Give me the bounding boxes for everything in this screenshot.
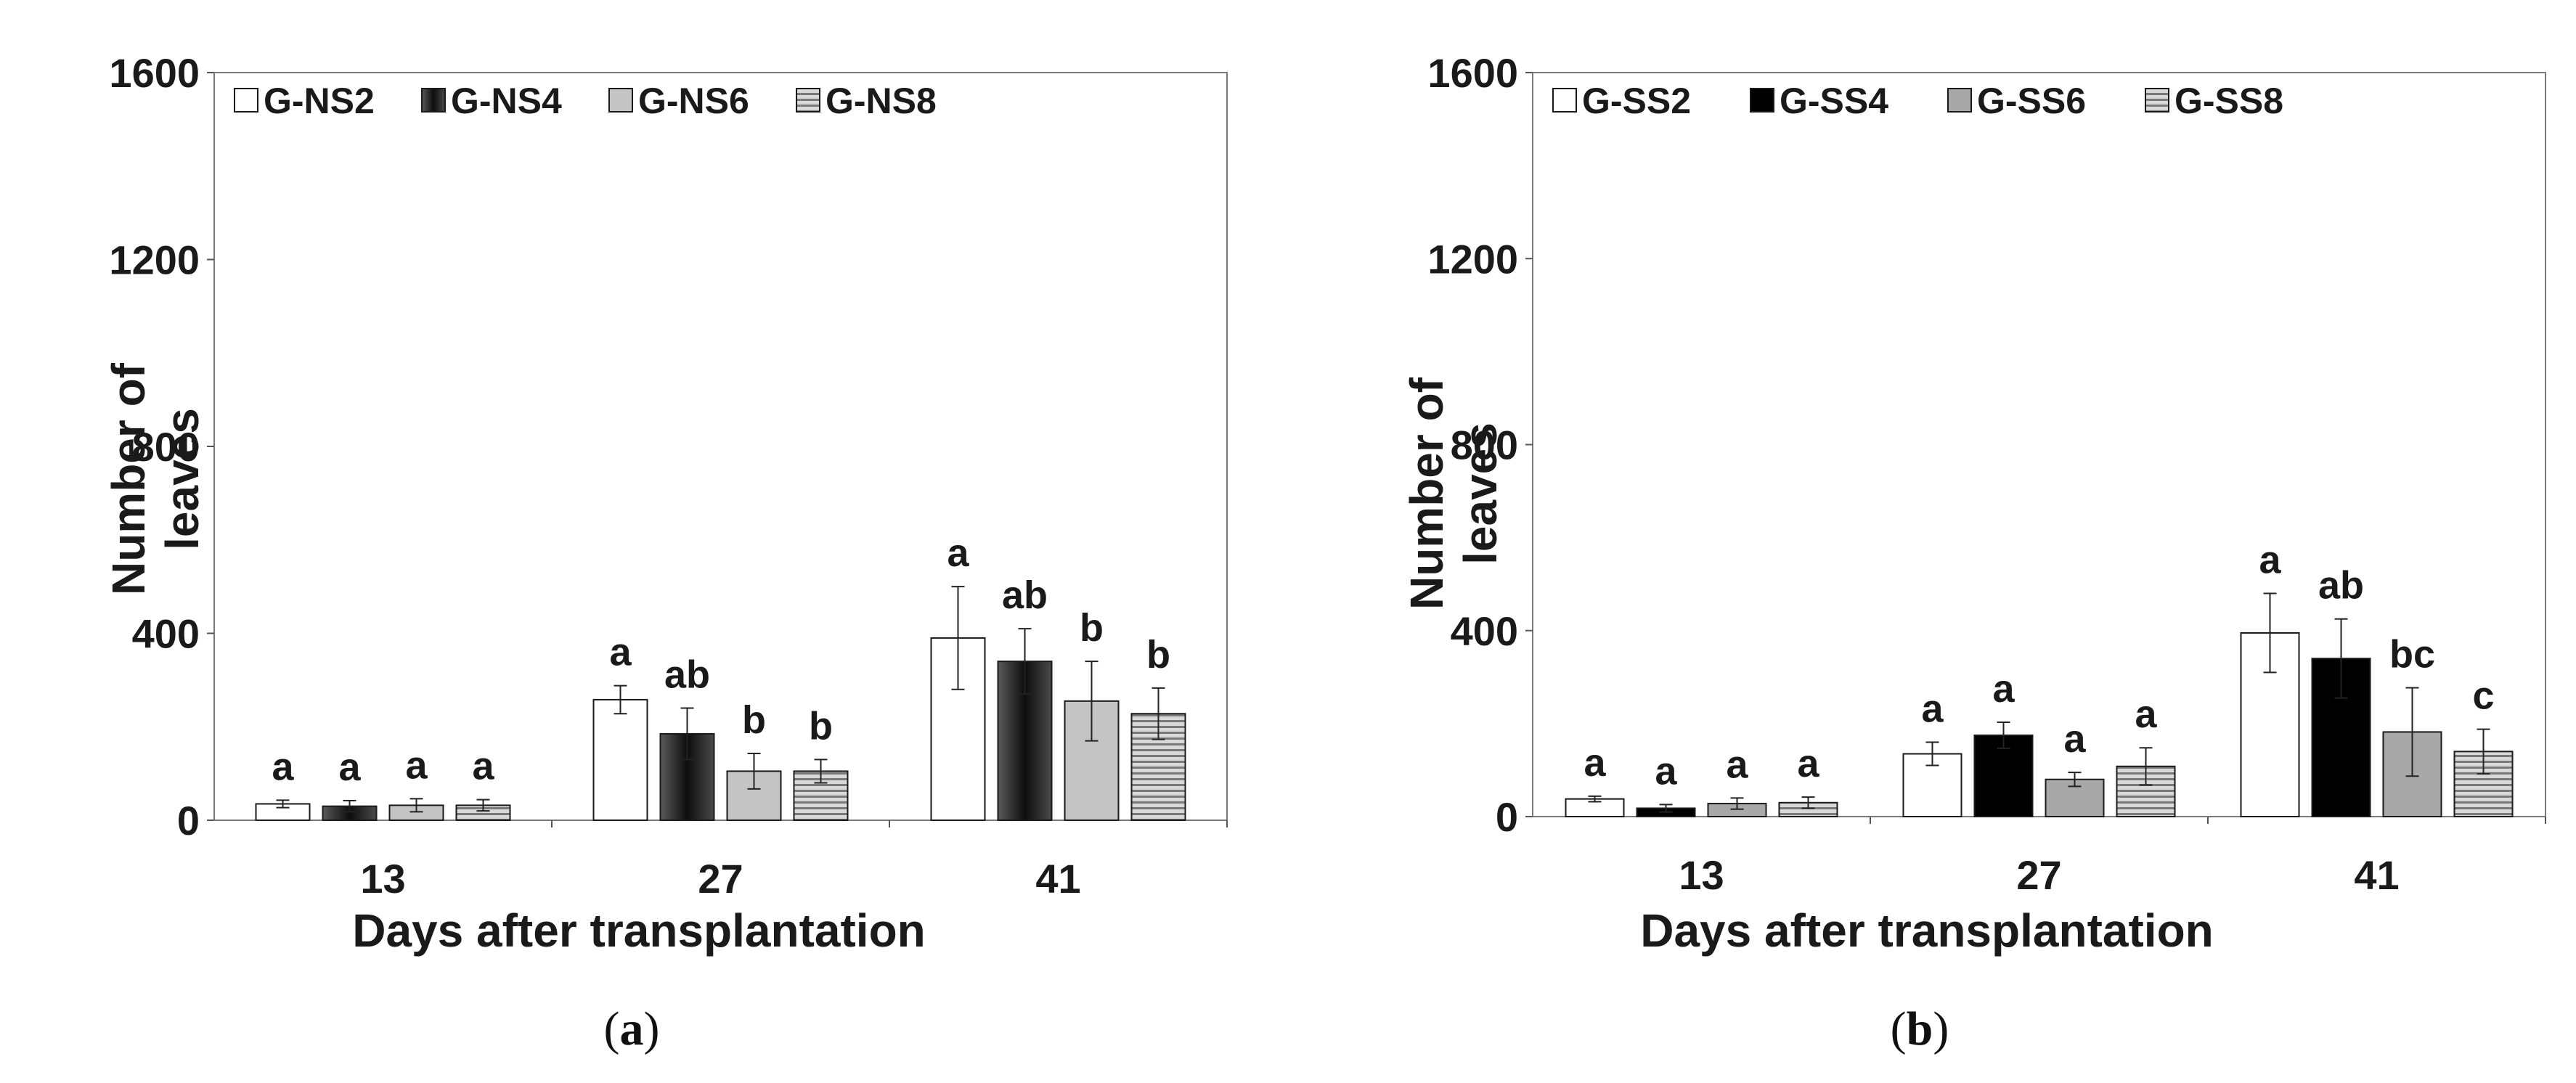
legend-swatch xyxy=(1552,88,1577,113)
significance-letter: ab xyxy=(2318,564,2364,608)
x-tick-label: 27 xyxy=(2016,852,2061,898)
y-tick-label: 1600 xyxy=(1427,50,1518,96)
x-tick-label: 27 xyxy=(698,856,743,902)
significance-letter: a xyxy=(338,745,361,789)
x-tick-label: 13 xyxy=(1679,852,1724,898)
y-axis-label-a: Number of leaves xyxy=(102,363,208,595)
plot-area xyxy=(1532,72,2546,817)
significance-letter: b xyxy=(742,698,766,742)
significance-letter: c xyxy=(2472,674,2494,718)
significance-letter: a xyxy=(405,743,428,787)
y-tick-label: 0 xyxy=(1496,794,1518,840)
y-axis-label-b: Number of leaves xyxy=(1401,377,1507,610)
significance-letter: a xyxy=(472,745,494,788)
chart-panel-b: 0 400 800 1200 1600 13 a a a a 27 a a a a 41 a ab bc c G-SS2… xyxy=(1288,0,2576,1083)
legend-swatch xyxy=(1947,88,1972,113)
legend-label: G-SS4 xyxy=(1780,81,1888,121)
significance-letter: a xyxy=(609,631,632,674)
significance-letter: a xyxy=(1726,743,1748,786)
legend-label: G-SS2 xyxy=(1582,81,1691,121)
panel-caption-a: (a) xyxy=(603,1002,660,1055)
bar-g-ns2 xyxy=(592,698,648,821)
y-tick-label: 0 xyxy=(177,798,200,843)
x-tick-label: 41 xyxy=(2354,852,2399,898)
significance-letter: ab xyxy=(1002,573,1048,617)
significance-letter: a xyxy=(947,531,969,575)
legend-swatch xyxy=(1750,88,1774,113)
significance-letter: a xyxy=(1797,742,1819,785)
legend-swatch xyxy=(796,88,820,113)
significance-letter: ab xyxy=(664,653,710,697)
panel-label-a: a xyxy=(619,1002,644,1055)
significance-letter: a xyxy=(2063,717,2086,761)
legend-label: G-NS4 xyxy=(451,81,562,121)
significance-letter: a xyxy=(2259,539,2281,582)
legend-swatch xyxy=(234,88,258,113)
significance-letter: a xyxy=(1655,749,1677,793)
y-tick-label: 1600 xyxy=(109,50,200,96)
panel-label-b: b xyxy=(1906,1002,1933,1055)
significance-letter: b xyxy=(1080,606,1104,650)
significance-letter: b xyxy=(809,704,833,748)
significance-letter: a xyxy=(1921,687,1944,731)
significance-letter: a xyxy=(1583,741,1606,785)
significance-letter: a xyxy=(2135,692,2157,736)
chart-panel-a: 0 400 800 1200 1600 13 a a a a 27 a ab b b 41 a ab b b G-NS2… xyxy=(102,50,1228,1055)
significance-letter: a xyxy=(272,745,294,788)
legend-swatch xyxy=(421,88,446,113)
significance-letter: b xyxy=(1146,633,1170,677)
significance-letter: a xyxy=(1992,667,2015,711)
legend-swatch xyxy=(2145,88,2169,113)
legend-label: G-SS6 xyxy=(1977,81,2086,121)
y-tick-label: 400 xyxy=(1451,608,1518,654)
legend-label: G-NS6 xyxy=(638,81,749,121)
y-tick-label: 800 xyxy=(1451,422,1518,468)
legend-label: G-SS8 xyxy=(2174,81,2283,121)
x-axis-label-b: Days after transplantation xyxy=(1640,904,2214,957)
x-tick-label: 41 xyxy=(1035,856,1080,902)
legend-label: G-NS8 xyxy=(826,81,937,121)
y-tick-label: 400 xyxy=(132,611,200,657)
significance-letter: bc xyxy=(2389,633,2435,677)
y-tick-label: 800 xyxy=(132,424,200,470)
y-tick-label: 1200 xyxy=(1427,236,1518,282)
legend-swatch xyxy=(608,88,633,113)
panel-caption-b: (b) xyxy=(1890,1002,1949,1055)
bar-g-ns8 xyxy=(1130,713,1186,821)
x-axis-label-a: Days after transplantation xyxy=(352,904,926,957)
x-tick-label: 13 xyxy=(360,856,405,902)
y-tick-label: 1200 xyxy=(109,237,200,283)
legend-label: G-NS2 xyxy=(264,81,375,121)
